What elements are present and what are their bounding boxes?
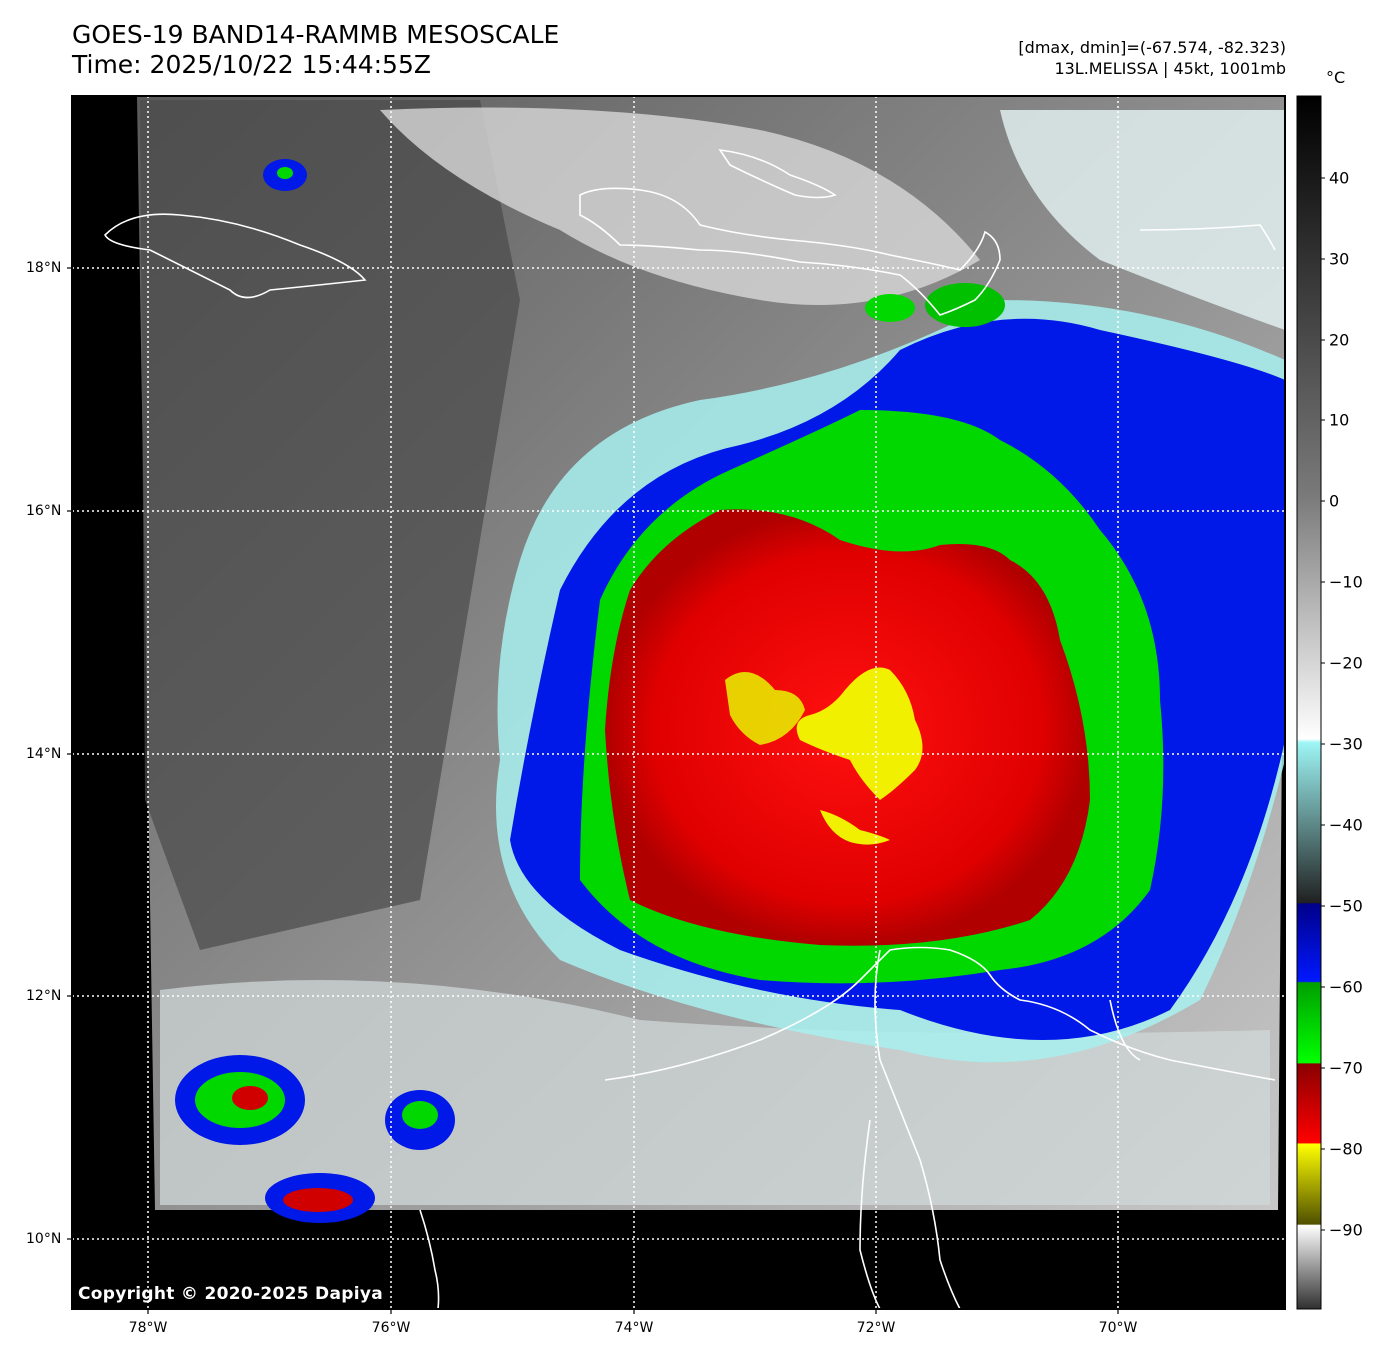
coastline-pr	[1139, 224, 1276, 251]
cloud-light-region	[380, 107, 980, 305]
colorbar-tick-label: −80	[1329, 1139, 1363, 1159]
coastline-jamaica	[104, 213, 367, 299]
map-border	[71, 95, 1286, 1310]
lat-label-16n: 16°N	[26, 503, 62, 519]
colorbar-tick-label: −40	[1329, 815, 1363, 835]
coastline-colombia	[419, 1209, 440, 1310]
storm-yellow-tops	[725, 672, 805, 745]
storm-yellow-tops	[796, 667, 923, 800]
colorbar-tick-label: 10	[1329, 410, 1350, 430]
lat-label-14n: 14°N	[26, 746, 62, 762]
lat-label-10n: 10°N	[26, 1231, 62, 1247]
title-block: GOES-19 BAND14-RAMMB MESOSCALE Time: 202…	[72, 20, 559, 80]
coastline-aruba	[1109, 999, 1141, 1061]
colorbar-tick-label: −10	[1329, 572, 1363, 592]
colorbar-tick-label: −30	[1329, 734, 1363, 754]
lon-label-76w: 76°W	[371, 1320, 411, 1336]
lon-label-72w: 72°W	[856, 1320, 896, 1336]
lon-label-78w: 78°W	[128, 1320, 168, 1336]
lat-label-18n: 18°N	[26, 260, 62, 276]
lat-label-12n: 12°N	[26, 988, 62, 1004]
dmax-dmin-readout: [dmax, dmin]=(-67.574, -82.323)	[1018, 38, 1286, 57]
convective-cell	[277, 167, 293, 179]
coastline-cuba	[718, 148, 837, 199]
colorbar-tick-label: −70	[1329, 1058, 1363, 1078]
coastlines	[104, 148, 1276, 1310]
storm-yellow-tops	[820, 810, 890, 845]
colorbar-tick-label: −50	[1329, 896, 1363, 916]
convective-cell	[283, 1188, 353, 1212]
storm-name-intensity: 13L.MELISSA | 45kt, 1001mb	[1054, 59, 1286, 78]
cloud-dark-region	[140, 100, 520, 950]
colorbar-tick-label: −60	[1329, 977, 1363, 997]
convective-cell	[232, 1086, 268, 1110]
title-time: Time: 2025/10/22 15:44:55Z	[72, 50, 431, 79]
title-product: GOES-19 BAND14-RAMMB MESOSCALE	[72, 20, 560, 49]
colorbar-tick-label: 40	[1329, 168, 1350, 188]
coastline-hispaniola	[579, 187, 1001, 316]
copyright-notice: Copyright © 2020-2025 Dapiya	[78, 1284, 383, 1304]
lon-label-70w: 70°W	[1098, 1320, 1138, 1336]
convective-cell	[865, 294, 915, 322]
convective-cell	[402, 1101, 438, 1129]
axis-ticks	[67, 267, 1119, 1314]
colorbar-ticks	[1321, 177, 1325, 1231]
storm-info: [dmax, dmin]=(-67.574, -82.323) 13L.MELI…	[1018, 37, 1286, 79]
colorbar-unit: °C	[1326, 68, 1346, 87]
coastline-south-america	[604, 946, 1276, 1081]
colorbar-tick-label: 0	[1329, 491, 1340, 511]
colorbar-tick-label: 30	[1329, 249, 1350, 269]
colorbar-tick-label: −90	[1329, 1220, 1363, 1240]
graticule	[72, 96, 1285, 1309]
coastline-maracaibo	[874, 949, 961, 1310]
colorbar-tick-label: 20	[1329, 330, 1350, 350]
coastline-lake-west	[859, 1119, 881, 1310]
colorbar-tick-label: −20	[1329, 653, 1363, 673]
cloud-light-region	[1000, 110, 1285, 330]
lon-label-74w: 74°W	[614, 1320, 654, 1336]
colorbar	[1296, 95, 1322, 1310]
